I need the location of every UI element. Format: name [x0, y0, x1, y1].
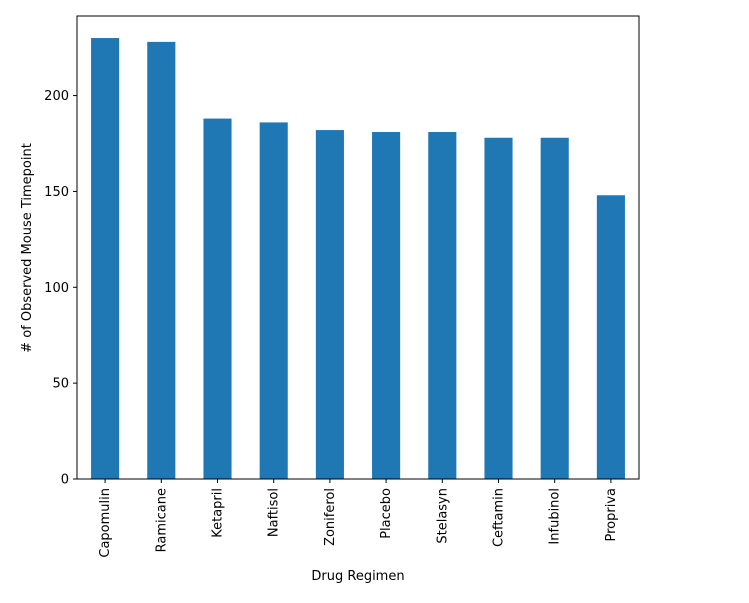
- x-tick-label: Ramicane: [154, 488, 169, 552]
- y-tick-label: 150: [44, 185, 69, 200]
- plot-frame: [76, 15, 640, 480]
- x-tick-label: Stelasyn: [435, 488, 450, 544]
- bar-ramicane: [147, 41, 176, 479]
- bar-naftisol: [259, 122, 288, 480]
- y-tick-label: 50: [52, 377, 69, 392]
- x-axis-label: Drug Regimen: [311, 569, 404, 584]
- x-tick-label: Infubinol: [548, 488, 563, 545]
- x-tick-label: Capomulin: [98, 488, 113, 558]
- x-tick-label: Propriva: [604, 488, 619, 542]
- bar-stelasyn: [428, 131, 457, 479]
- y-tick-label: 0: [61, 473, 69, 488]
- bar-capomulin: [91, 38, 120, 480]
- x-tick-label: Ketapril: [211, 488, 226, 538]
- y-axis: 0 50 100 150 200: [44, 89, 77, 488]
- x-tick-label: Zoniferol: [323, 488, 338, 546]
- x-tick-label: Placebo: [379, 488, 394, 539]
- bar-infubinol: [540, 137, 569, 479]
- bar-zoniferol: [315, 130, 344, 480]
- bar-placebo: [372, 131, 401, 479]
- bar-propriva: [596, 195, 625, 480]
- bar-ketapril: [203, 118, 232, 479]
- bars-group: [91, 38, 625, 480]
- x-axis: Capomulin Ramicane Ketapril Naftisol Zonifer…: [98, 479, 619, 558]
- y-axis-label: # of Observed Mouse Timepoint: [20, 143, 35, 353]
- y-tick-label: 100: [44, 281, 69, 296]
- y-tick-label: 200: [44, 89, 69, 104]
- x-tick-label: Naftisol: [267, 488, 282, 537]
- x-tick-label: Ceftamin: [492, 488, 507, 547]
- bar-ceftamin: [484, 137, 513, 479]
